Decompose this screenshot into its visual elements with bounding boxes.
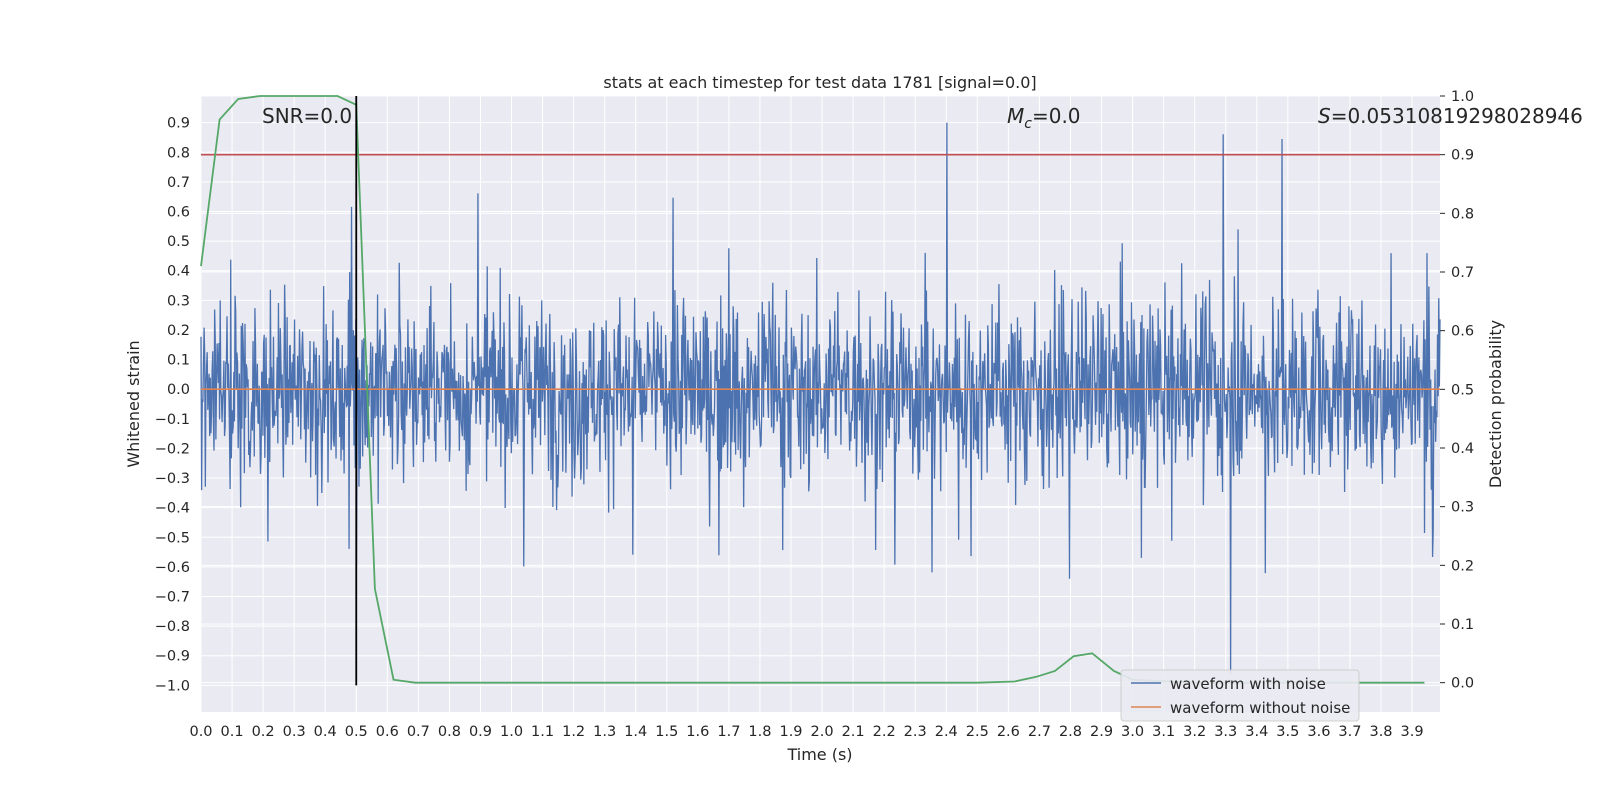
legend-label-clean: waveform without noise	[1170, 699, 1350, 717]
x-tick-label: 3.1	[1152, 724, 1175, 740]
x-tick-label: 0.7	[407, 724, 430, 740]
legend: waveform with noise waveform without noi…	[1120, 669, 1360, 722]
y-tick-label: 0.9	[167, 116, 190, 132]
y-tick-label: 0.0	[167, 382, 190, 398]
snr-annotation: SNR=0.0	[262, 104, 352, 128]
x-tick-label: 1.0	[500, 724, 523, 740]
x-tick-label: 2.3	[904, 724, 927, 740]
y-tick-label: 0.6	[167, 205, 190, 221]
y-tick-label: 0.7	[167, 175, 190, 191]
x-tick-label: 0.5	[345, 724, 368, 740]
y-axis-label: Whitened strain	[124, 340, 143, 467]
x-tick-label: 2.9	[1090, 724, 1113, 740]
x-tick-label: 1.4	[624, 724, 647, 740]
s-annotation: S=0.05310819298028946	[1318, 104, 1583, 128]
legend-box	[1120, 669, 1360, 722]
x-axis-label: Time (s)	[786, 745, 852, 764]
x-tick-label: 3.8	[1369, 724, 1392, 740]
x-tick-label: 0.4	[314, 724, 337, 740]
x-tick-label: 3.3	[1214, 724, 1237, 740]
y-tick-label: 0.2	[167, 323, 190, 339]
y-tick-label: −1.0	[155, 678, 190, 694]
y-tick-label: −0.9	[155, 649, 190, 665]
y2-tick-label: 0.8	[1451, 206, 1474, 222]
x-tick-label: 3.9	[1401, 724, 1424, 740]
axes: 0.0 0.1 0.2 0.3 0.4 0.5 0.6 0.7 0.8 0.9 1.0 1.1 1.2 1…	[155, 89, 1474, 740]
y-tick-label: 0.1	[167, 353, 190, 369]
x-tick-label: 2.2	[873, 724, 896, 740]
y2-tick-label: 0.0	[1451, 676, 1474, 692]
x-tick-label: 0.1	[221, 724, 244, 740]
x-tick-label: 0.8	[438, 724, 461, 740]
y-tick-label: 0.4	[167, 264, 190, 280]
y2-tick-label: 0.1	[1451, 617, 1474, 633]
x-tick-label: 0.6	[376, 724, 399, 740]
x-tick-label: 2.8	[1059, 724, 1082, 740]
y2-tick-label: 0.2	[1451, 558, 1474, 574]
y-tick-label: −0.1	[155, 412, 190, 428]
x-tick-label: 0.2	[252, 724, 275, 740]
x-tick-label: 2.5	[966, 724, 989, 740]
y-tick-label: 0.5	[167, 234, 190, 250]
y-tick-label: −0.6	[155, 560, 190, 576]
x-tick-label: 1.3	[593, 724, 616, 740]
x-tick-label: 3.4	[1245, 724, 1268, 740]
x-tick-label: 1.7	[717, 724, 740, 740]
x-tick-label: 0.9	[469, 724, 492, 740]
series-waveform-with-noise	[200, 122, 1441, 674]
y2-tick-label: 0.7	[1451, 265, 1474, 281]
y2-tick-label: 0.3	[1451, 500, 1474, 516]
y-tick-label: −0.3	[155, 471, 190, 487]
x-tick-label: 2.1	[842, 724, 865, 740]
x-tick-label: 2.4	[935, 724, 958, 740]
x-tick-label: 1.9	[779, 724, 802, 740]
y-tick-label: −0.8	[155, 619, 190, 635]
y-tick-label: −0.7	[155, 590, 190, 606]
y2-tick-label: 0.5	[1451, 382, 1474, 398]
x-tick-label: 3.5	[1276, 724, 1299, 740]
chart-marks	[200, 95, 1440, 686]
x-tick-label: 2.7	[1028, 724, 1051, 740]
x-tick-label: 1.8	[748, 724, 771, 740]
y2-axis-label: Detection probability	[1486, 320, 1505, 488]
chart-title: stats at each timestep for test data 178…	[603, 73, 1036, 92]
x-tick-label: 2.0	[811, 724, 834, 740]
y2-tick-label: 0.9	[1451, 148, 1474, 164]
x-tick-label: 2.6	[997, 724, 1020, 740]
mc-annotation: Mc=0.0	[1007, 104, 1081, 132]
x-tick-label: 3.0	[1121, 724, 1144, 740]
y-tick-label: −0.5	[155, 530, 190, 546]
x-tick-label: 1.5	[655, 724, 678, 740]
y-tick-label: −0.4	[155, 501, 190, 517]
y2-tick-label: 0.4	[1451, 441, 1474, 457]
y-tick-label: −0.2	[155, 441, 190, 457]
y2-tick-label: 1.0	[1451, 89, 1474, 105]
x-tick-label: 3.6	[1307, 724, 1330, 740]
x-tick-label: 1.2	[562, 724, 585, 740]
noise-series	[200, 122, 1441, 674]
x-tick-label: 1.6	[686, 724, 709, 740]
x-tick-label: 0.3	[283, 724, 306, 740]
legend-label-noise: waveform with noise	[1170, 675, 1326, 693]
x-tick-label: 1.1	[531, 724, 554, 740]
x-tick-label: 3.7	[1338, 724, 1361, 740]
x-tick-label: 0.0	[189, 724, 212, 740]
y-tick-label: 0.8	[167, 145, 190, 161]
y2-tick-label: 0.6	[1451, 324, 1474, 340]
x-tick-label: 3.2	[1183, 724, 1206, 740]
series-detection-probability	[200, 95, 1425, 684]
y-tick-label: 0.3	[167, 293, 190, 309]
